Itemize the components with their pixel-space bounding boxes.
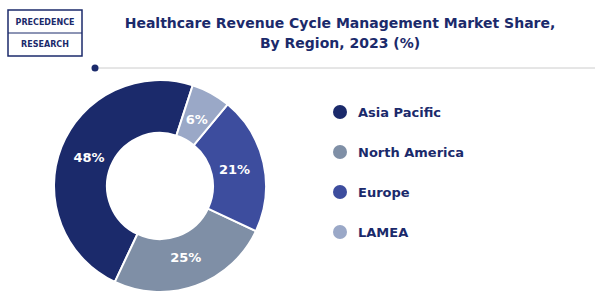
legend-swatch xyxy=(333,185,347,199)
separator xyxy=(92,68,595,69)
data-label: 25% xyxy=(170,250,201,265)
separator-dot xyxy=(92,65,99,72)
logo-text: RESEARCH xyxy=(21,40,69,49)
legend-swatch xyxy=(333,225,347,239)
data-labels: 48% 25% 21% 6% xyxy=(73,112,250,266)
data-label: 6% xyxy=(186,112,208,127)
title-line: By Region, 2023 (%) xyxy=(260,35,420,51)
logo-text: PRECEDENCE xyxy=(16,18,75,27)
logo-divider xyxy=(8,33,82,34)
chart: PRECEDENCE RESEARCH Healthcare Revenue Cyc… xyxy=(0,0,601,301)
legend-swatch xyxy=(333,105,347,119)
legend-swatch xyxy=(333,145,347,159)
legend-label: LAMEA xyxy=(358,225,408,240)
donut-slice xyxy=(176,85,227,145)
legend-label: Asia Pacific xyxy=(358,105,441,120)
data-label: 48% xyxy=(73,150,104,165)
logo-box xyxy=(8,10,82,56)
data-label: 21% xyxy=(219,162,250,177)
slices xyxy=(54,80,266,292)
legend: Asia Pacific North America Europe LAMEA xyxy=(333,105,464,240)
legend-label: Europe xyxy=(358,185,410,200)
legend-label: North America xyxy=(358,145,464,160)
title-line: Healthcare Revenue Cycle Management Mark… xyxy=(125,15,556,31)
title: Healthcare Revenue Cycle Management Mark… xyxy=(125,15,556,51)
logo: PRECEDENCE RESEARCH xyxy=(8,10,82,56)
